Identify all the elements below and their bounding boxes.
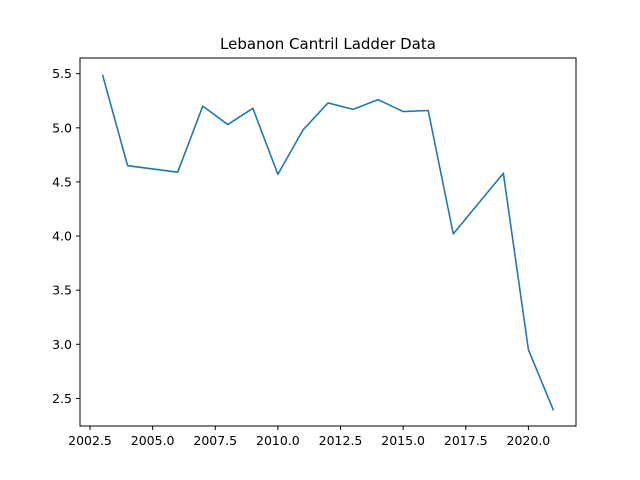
x-axis: 2002.5 2005.0 2007.5 2010.0 2012.5 2015.0 2017… (68, 426, 550, 448)
y-tick-label: 5.5 (52, 66, 72, 81)
x-tick-label: 2010.0 (256, 433, 300, 448)
y-tick-label: 3.0 (52, 337, 72, 352)
x-tick-label: 2012.5 (319, 433, 363, 448)
x-tick-label: 2015.0 (381, 433, 425, 448)
series-line (101, 74, 555, 411)
plot-area-frame (79, 57, 577, 427)
x-tick-label: 2005.0 (131, 433, 175, 448)
x-tick-label: 2002.5 (68, 433, 112, 448)
y-tick-label: 5.0 (52, 120, 72, 135)
y-tick-label: 3.5 (52, 283, 72, 298)
chart-title: Lebanon Cantril Ladder Data (220, 35, 436, 53)
x-tick-label: 2017.5 (444, 433, 488, 448)
y-tick-label: 2.5 (52, 391, 72, 406)
x-tick-label: 2020.0 (507, 433, 551, 448)
x-tick-label: 2007.5 (193, 433, 237, 448)
y-axis: 2.5 3.0 3.5 4.0 4.5 5.0 5.5 (52, 66, 80, 406)
series-layer (101, 74, 555, 411)
y-tick-label: 4.5 (52, 174, 72, 189)
y-tick-label: 4.0 (52, 229, 72, 244)
